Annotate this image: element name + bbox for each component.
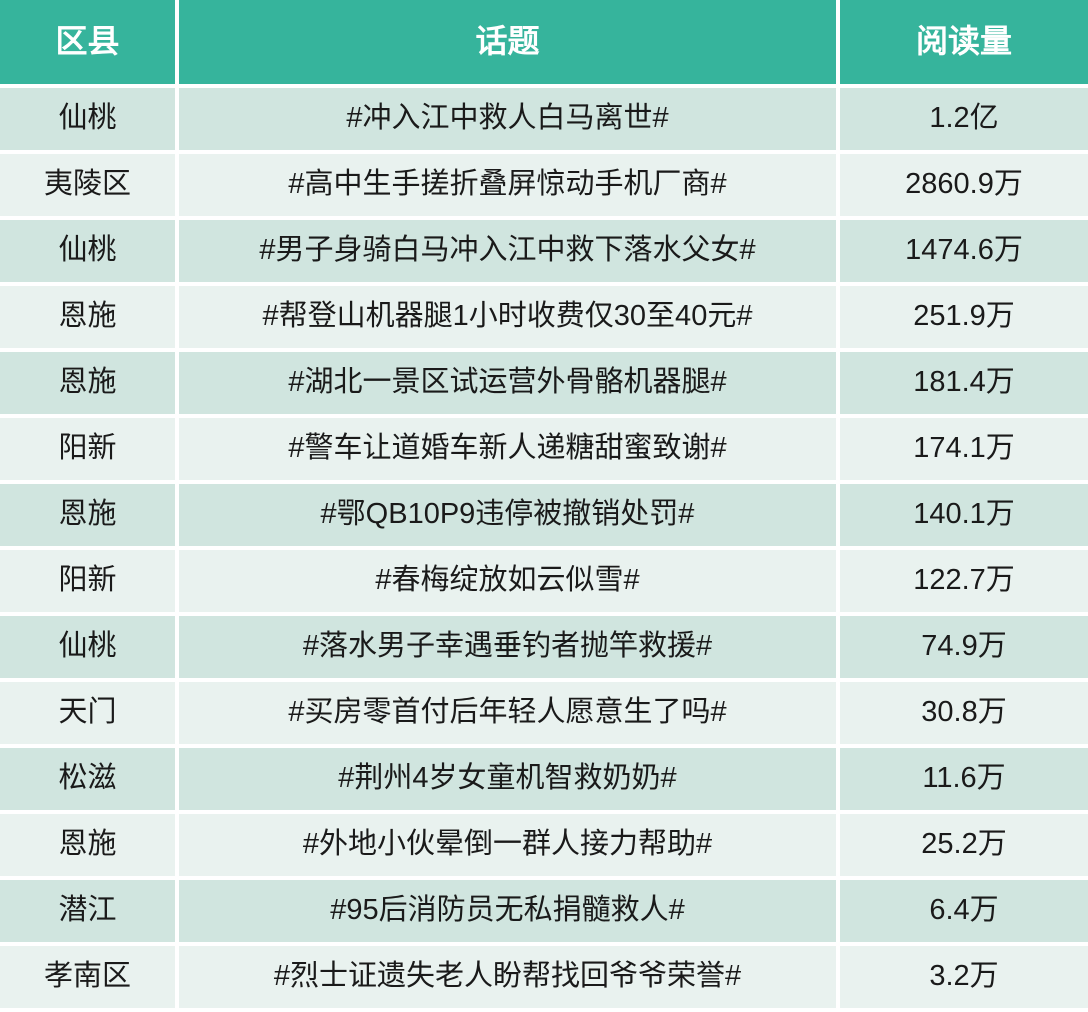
district-cell: 仙桃 <box>0 88 175 150</box>
topic-cell: #荆州4岁女童机智救奶奶# <box>179 748 836 810</box>
district-cell: 阳新 <box>0 550 175 612</box>
column-header-reads: 阅读量 <box>840 0 1088 84</box>
topic-cell: #男子身骑白马冲入江中救下落水父女# <box>179 220 836 282</box>
topic-cell: #烈士证遗失老人盼帮找回爷爷荣誉# <box>179 946 836 1008</box>
topic-cell: #买房零首付后年轻人愿意生了吗# <box>179 682 836 744</box>
reads-cell: 174.1万 <box>840 418 1088 480</box>
topic-cell: #外地小伙晕倒一群人接力帮助# <box>179 814 836 876</box>
district-cell: 阳新 <box>0 418 175 480</box>
reads-cell: 140.1万 <box>840 484 1088 546</box>
district-cell: 仙桃 <box>0 220 175 282</box>
reads-cell: 251.9万 <box>840 286 1088 348</box>
reads-cell: 74.9万 <box>840 616 1088 678</box>
reads-cell: 181.4万 <box>840 352 1088 414</box>
reads-cell: 1474.6万 <box>840 220 1088 282</box>
topic-cell: #警车让道婚车新人递糖甜蜜致谢# <box>179 418 836 480</box>
reads-cell: 25.2万 <box>840 814 1088 876</box>
district-cell: 天门 <box>0 682 175 744</box>
district-cell: 恩施 <box>0 352 175 414</box>
district-cell: 恩施 <box>0 286 175 348</box>
district-cell: 潜江 <box>0 880 175 942</box>
column-header-district: 区县 <box>0 0 175 84</box>
reads-cell: 11.6万 <box>840 748 1088 810</box>
reads-cell: 3.2万 <box>840 946 1088 1008</box>
reads-cell: 6.4万 <box>840 880 1088 942</box>
district-cell: 仙桃 <box>0 616 175 678</box>
reads-cell: 1.2亿 <box>840 88 1088 150</box>
topic-cell: #鄂QB10P9违停被撤销处罚# <box>179 484 836 546</box>
district-cell: 恩施 <box>0 484 175 546</box>
district-cell: 夷陵区 <box>0 154 175 216</box>
column-header-topic: 话题 <box>179 0 836 84</box>
topic-cell: #冲入江中救人白马离世# <box>179 88 836 150</box>
reads-cell: 122.7万 <box>840 550 1088 612</box>
topic-cell: #高中生手搓折叠屏惊动手机厂商# <box>179 154 836 216</box>
topic-cell: #落水男子幸遇垂钓者抛竿救援# <box>179 616 836 678</box>
reads-cell: 30.8万 <box>840 682 1088 744</box>
reads-cell: 2860.9万 <box>840 154 1088 216</box>
district-cell: 恩施 <box>0 814 175 876</box>
topic-cell: #95后消防员无私捐髓救人# <box>179 880 836 942</box>
topic-cell: #春梅绽放如云似雪# <box>179 550 836 612</box>
district-cell: 孝南区 <box>0 946 175 1008</box>
district-cell: 松滋 <box>0 748 175 810</box>
topic-cell: #湖北一景区试运营外骨骼机器腿# <box>179 352 836 414</box>
topic-cell: #帮登山机器腿1小时收费仅30至40元# <box>179 286 836 348</box>
